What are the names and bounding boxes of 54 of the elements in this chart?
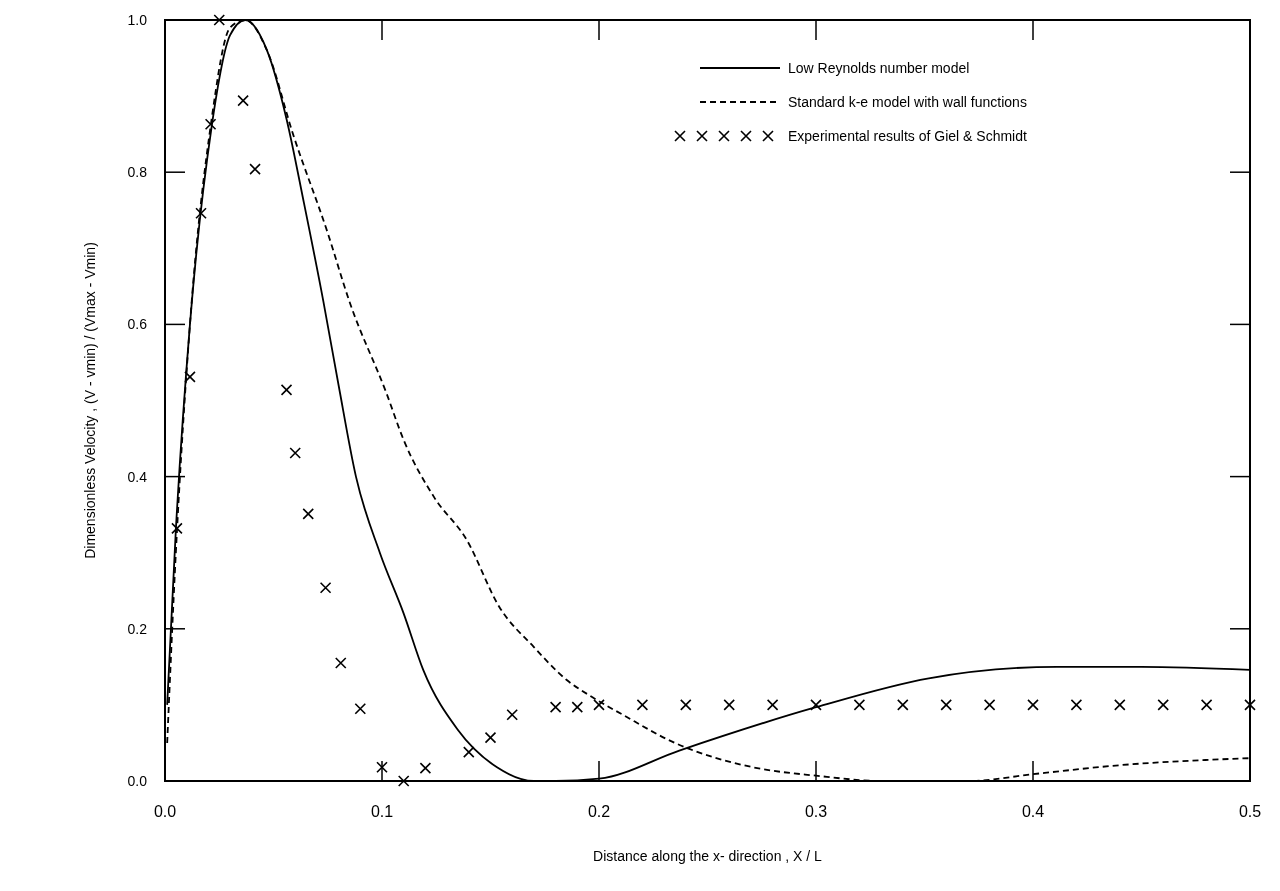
point xyxy=(195,207,207,220)
point xyxy=(484,731,497,744)
x-tick-label: 0.5 xyxy=(1238,803,1262,820)
point xyxy=(593,699,605,711)
y-tick-label: 0.4 xyxy=(127,468,148,485)
x-tick-label: 0.2 xyxy=(587,803,611,820)
point xyxy=(571,701,584,713)
point xyxy=(549,701,562,713)
point xyxy=(397,775,410,787)
point xyxy=(810,699,822,711)
point xyxy=(237,94,249,107)
point xyxy=(376,761,388,774)
y-tick-label: 1.0 xyxy=(127,12,148,28)
y-axis-title: Dimensionless Velocity , (V - vmin) / (Vmax - Vmin) xyxy=(82,242,98,559)
point xyxy=(463,746,475,758)
y-tick-label: 0.0 xyxy=(127,773,148,789)
point xyxy=(419,762,432,774)
point xyxy=(213,14,226,26)
point xyxy=(940,699,952,711)
point xyxy=(1200,699,1213,711)
legend-label: Experimental results of Giel & Schmidt xyxy=(788,128,1027,144)
point xyxy=(1070,699,1083,711)
point xyxy=(354,702,367,715)
point xyxy=(171,522,183,535)
x-tick-label: 0.3 xyxy=(804,803,828,820)
point xyxy=(204,118,217,131)
point xyxy=(249,163,261,175)
y-tick-label: 0.2 xyxy=(127,620,148,637)
legend-label: Low Reynolds number model xyxy=(788,60,970,76)
legend-label: Standard k-e model with wall functions xyxy=(788,94,1027,110)
point xyxy=(319,581,332,594)
point xyxy=(766,699,779,711)
point xyxy=(983,699,996,711)
point xyxy=(184,371,196,383)
x-tick-label: 0.0 xyxy=(153,803,177,820)
point xyxy=(289,447,301,459)
point xyxy=(853,699,866,711)
point xyxy=(1157,699,1169,711)
point xyxy=(506,708,518,721)
x-tick-label: 0.4 xyxy=(1021,803,1045,820)
point xyxy=(680,699,692,711)
point xyxy=(302,508,315,520)
point xyxy=(334,657,347,669)
point xyxy=(1114,699,1126,711)
point xyxy=(280,384,293,396)
point xyxy=(1027,699,1039,711)
x-tick-label: 0.1 xyxy=(370,803,394,820)
x-axis-title: Distance along the x- direction , X / L xyxy=(593,848,823,864)
point xyxy=(723,699,735,711)
y-tick-label: 0.6 xyxy=(127,316,148,333)
point xyxy=(1244,699,1256,711)
point xyxy=(897,699,909,711)
y-tick-label: 0.8 xyxy=(127,164,148,181)
point xyxy=(636,699,649,711)
